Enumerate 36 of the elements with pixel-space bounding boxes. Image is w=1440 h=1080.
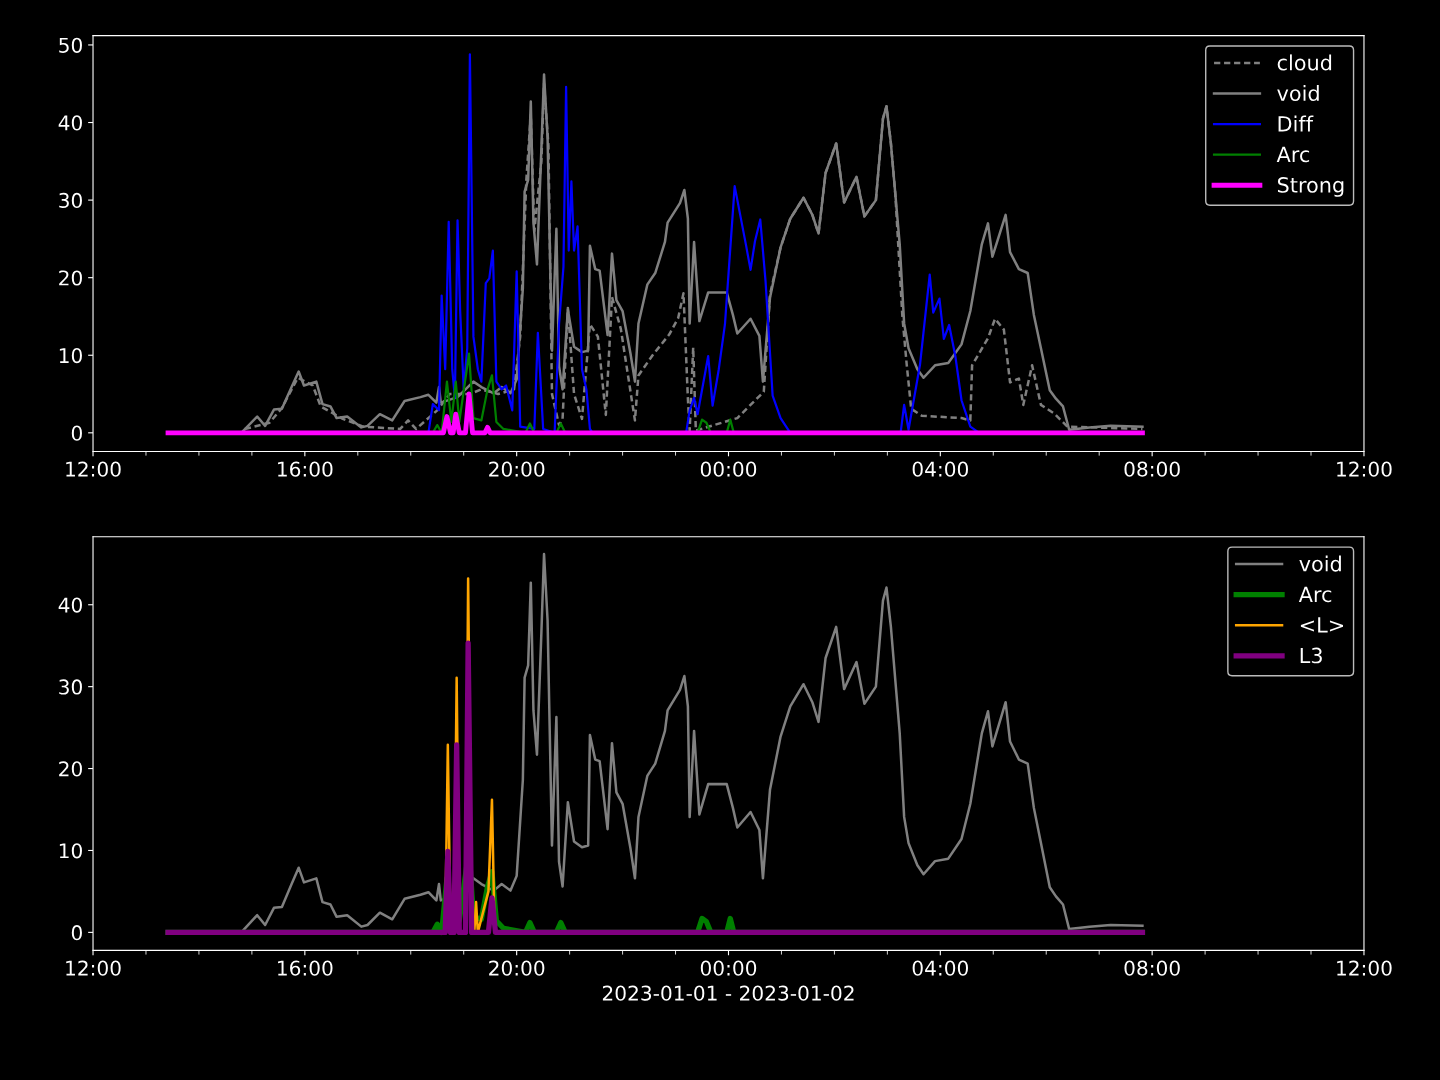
x-tick-label: 16:00 bbox=[278, 461, 333, 477]
x-tick-label: 00:00 bbox=[700, 461, 757, 477]
y-tick-label: 40 bbox=[58, 115, 82, 131]
y-tick-label: 0 bbox=[71, 925, 82, 941]
x-axis-title: 2023-01-01 - 2023-01-02 bbox=[602, 985, 854, 1001]
legend-label: L3 bbox=[1300, 647, 1322, 664]
x-tick-label: 04:00 bbox=[912, 960, 968, 976]
x-tick-label: 12:00 bbox=[1337, 461, 1392, 477]
y-tick-label: 40 bbox=[58, 597, 82, 613]
y-tick-label: 50 bbox=[59, 37, 82, 53]
legend-label: Arc bbox=[1298, 586, 1332, 603]
y-tick-label: 10 bbox=[59, 347, 82, 364]
legend-label: cloud bbox=[1277, 54, 1332, 71]
x-tick-label: 08:00 bbox=[1124, 960, 1180, 976]
x-tick-label: 04:00 bbox=[912, 461, 968, 477]
x-tick-label: 12:00 bbox=[66, 960, 121, 976]
x-tick-label: 20:00 bbox=[489, 960, 545, 976]
x-tick-label: 20:00 bbox=[489, 461, 545, 477]
y-tick-label: 30 bbox=[59, 679, 82, 695]
legend-label: Arc bbox=[1276, 146, 1310, 163]
x-tick-label: 12:00 bbox=[1337, 960, 1392, 976]
legend-label: void bbox=[1277, 84, 1319, 102]
line-series bbox=[165, 391, 1145, 436]
legend-label: Strong bbox=[1277, 177, 1344, 197]
y-tick-label: 20 bbox=[59, 270, 82, 286]
legend-label: void bbox=[1299, 555, 1341, 572]
x-tick-label: 16:00 bbox=[278, 960, 333, 976]
y-tick-label: 0 bbox=[71, 425, 82, 441]
x-tick-label: 08:00 bbox=[1124, 461, 1180, 477]
x-tick-label: 12:00 bbox=[66, 461, 121, 477]
y-tick-label: 10 bbox=[59, 843, 82, 859]
y-tick-label: 30 bbox=[59, 192, 82, 209]
legend-label: <L> bbox=[1300, 617, 1343, 633]
legend-label: Diff bbox=[1278, 115, 1314, 132]
x-tick-label: 00:00 bbox=[700, 960, 757, 976]
y-tick-label: 20 bbox=[59, 761, 82, 777]
